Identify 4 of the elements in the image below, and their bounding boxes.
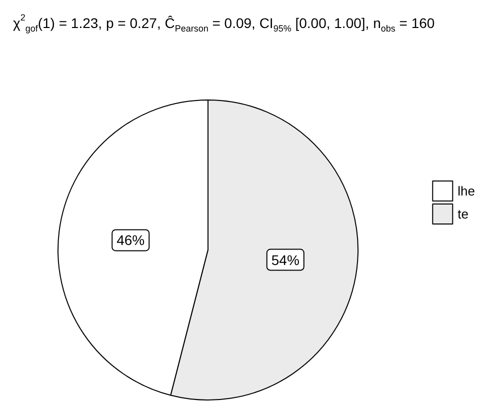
data-label: 54%	[271, 252, 300, 268]
legend-label: te	[458, 206, 468, 222]
legend-label: lhe	[458, 184, 476, 198]
data-label: 46%	[116, 232, 145, 248]
